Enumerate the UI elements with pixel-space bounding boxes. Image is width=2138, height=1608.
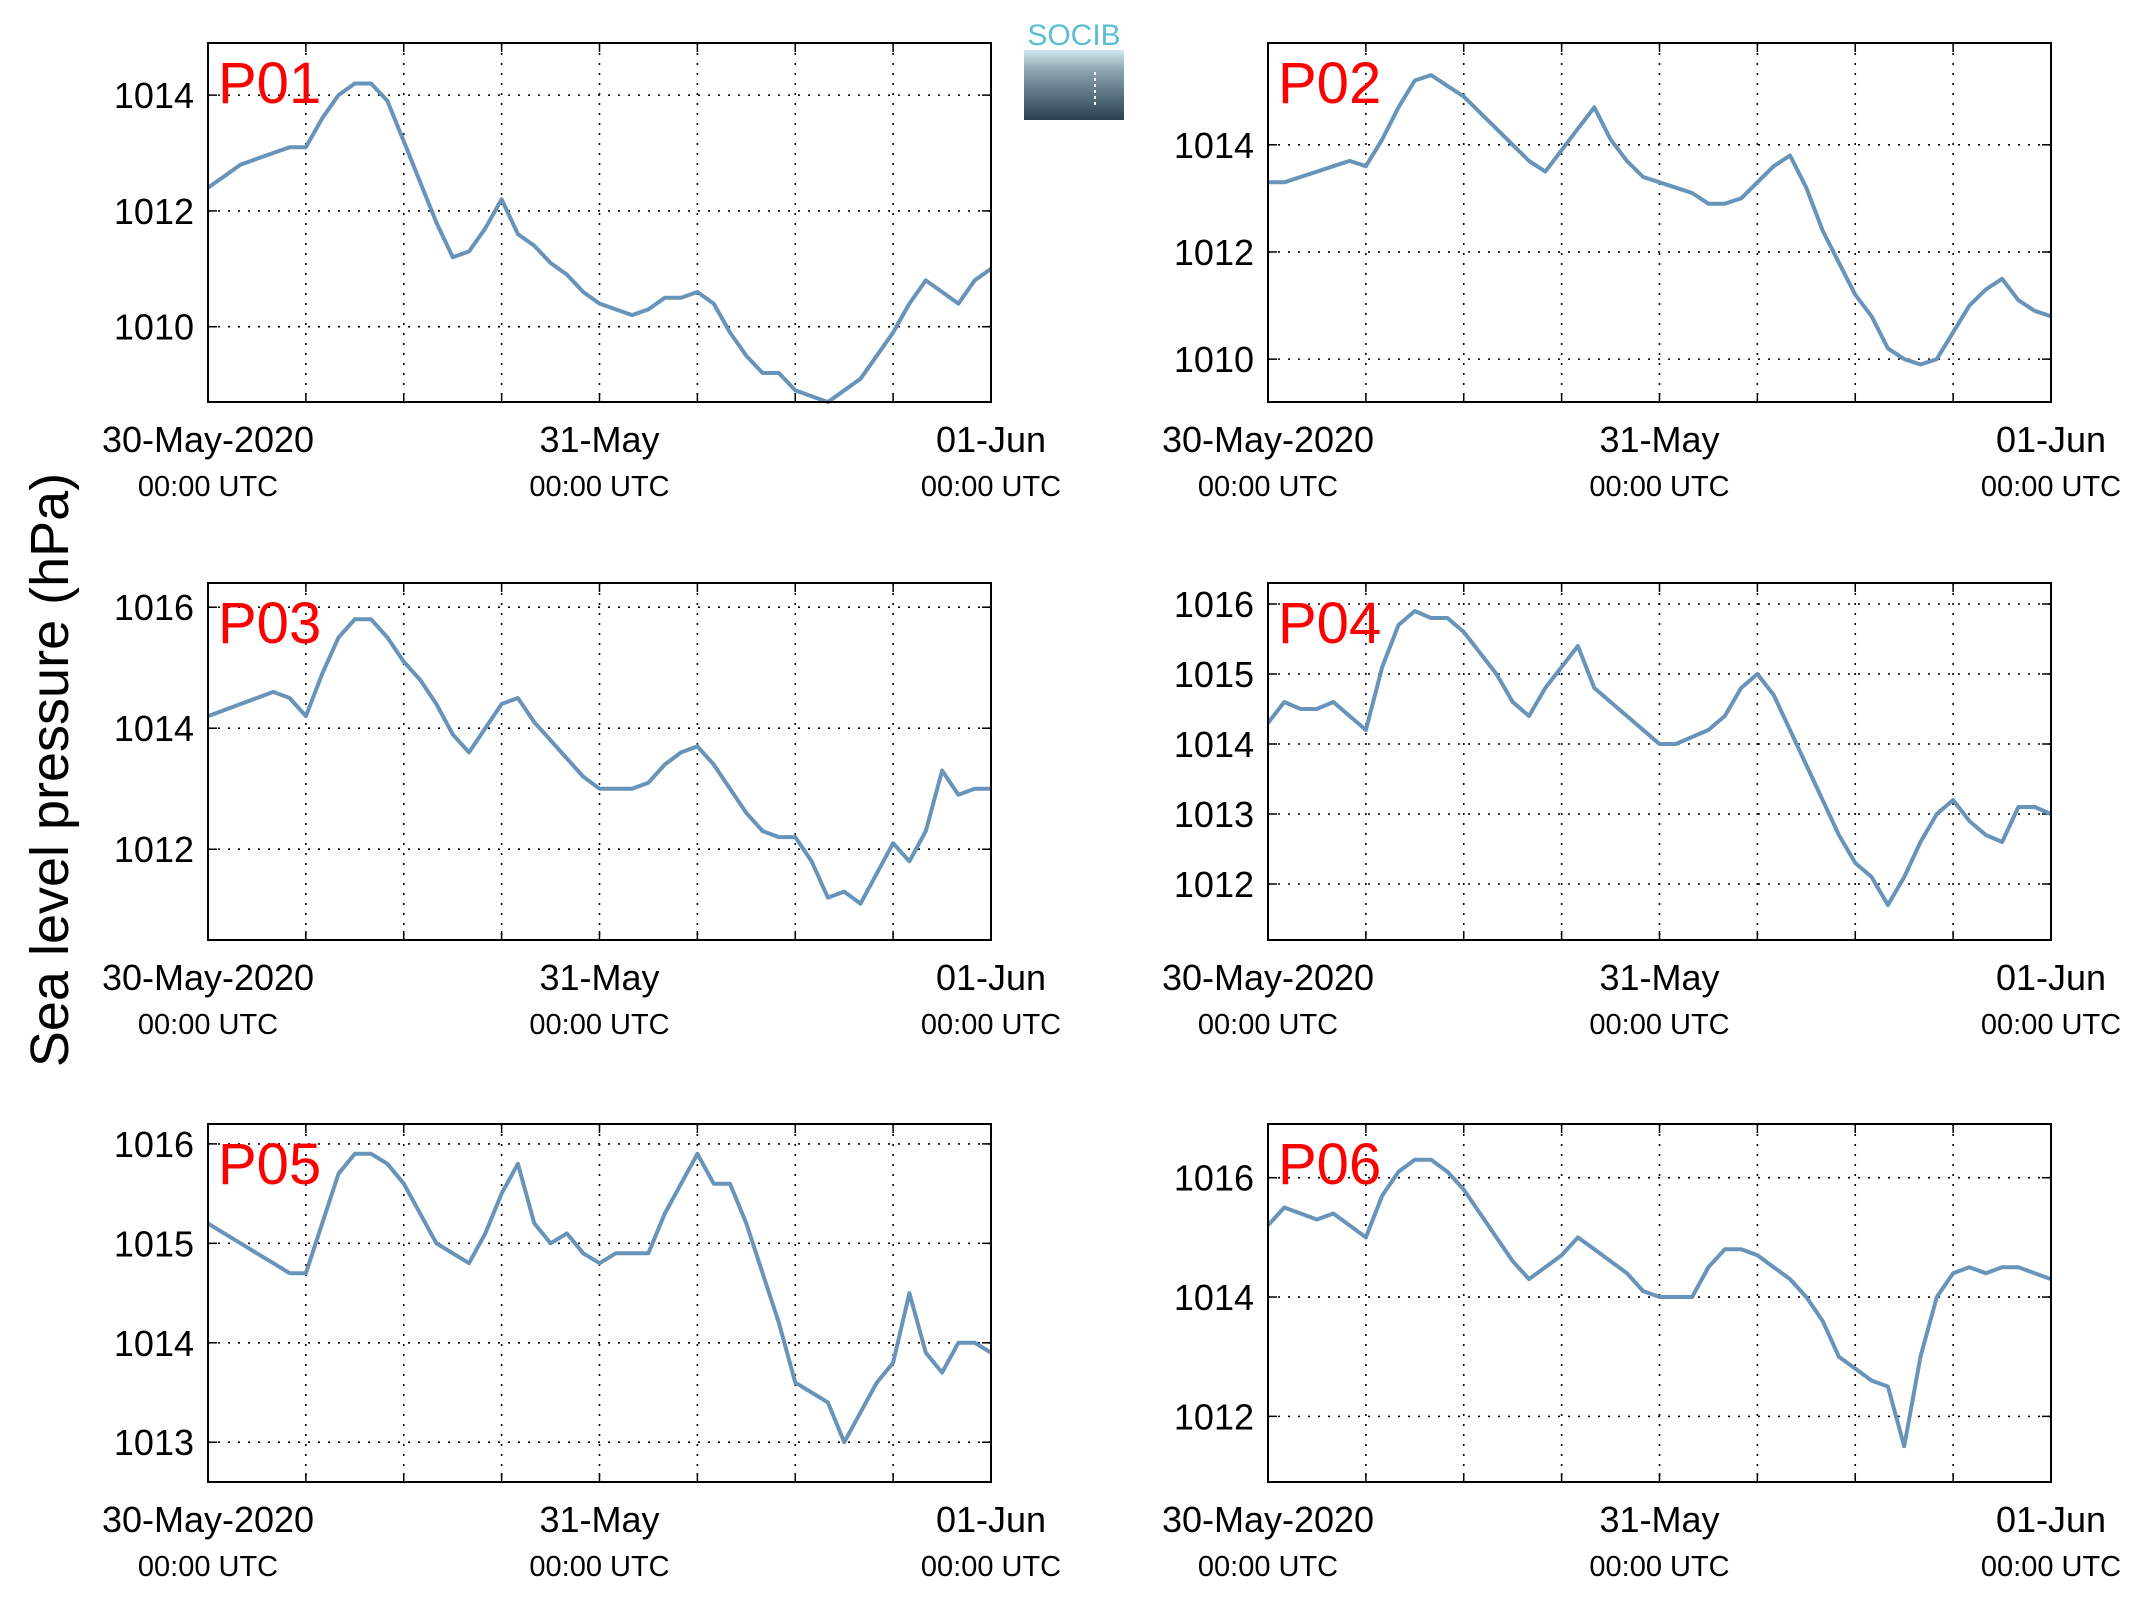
x-tick-label-date: 30-May-2020 bbox=[102, 957, 314, 998]
pressure-series-line bbox=[1266, 1157, 2052, 1449]
x-tick-label-time: 00:00 UTC bbox=[1981, 1009, 2121, 1041]
x-tick-label-time: 00:00 UTC bbox=[138, 1009, 278, 1041]
pressure-series-line bbox=[1268, 73, 2052, 367]
x-tick-label-date: 31-May bbox=[539, 957, 659, 998]
x-tick-label-time: 00:00 UTC bbox=[1198, 1551, 1338, 1583]
y-tick-label: 1014 bbox=[114, 75, 194, 116]
y-tick-label: 1012 bbox=[1174, 232, 1254, 273]
y-tick-label: 1015 bbox=[114, 1223, 194, 1264]
y-tick-label: 1016 bbox=[1174, 1158, 1254, 1199]
panels: 1010 1012 1014 30-May-2020 00:00 UTC 31-May 00… bbox=[102, 42, 2121, 1583]
chart-panel-p03: 1012 1014 1016 30-May-2020 00:00 UTC 31-May 00… bbox=[102, 582, 1061, 1041]
y-tick-label: 1014 bbox=[114, 708, 194, 749]
x-tick-label-time: 00:00 UTC bbox=[1589, 1551, 1729, 1583]
panel-label: P03 bbox=[218, 591, 321, 656]
plot-frame bbox=[207, 582, 992, 941]
x-tick-label-time: 00:00 UTC bbox=[921, 471, 1061, 503]
y-tick-label: 1012 bbox=[1174, 1396, 1254, 1437]
y-tick-label: 1012 bbox=[114, 829, 194, 870]
y-tick-label: 1012 bbox=[114, 191, 194, 232]
x-tick-label-date: 01-Jun bbox=[936, 957, 1046, 998]
plot-frame bbox=[1267, 1123, 2052, 1483]
x-tick-label-time: 00:00 UTC bbox=[529, 1551, 669, 1583]
x-tick-label-date: 01-Jun bbox=[1996, 419, 2106, 460]
x-tick-label-date: 31-May bbox=[539, 419, 659, 460]
x-tick-label-time: 00:00 UTC bbox=[529, 471, 669, 503]
x-tick-label-time: 00:00 UTC bbox=[1589, 471, 1729, 503]
x-tick-label-date: 30-May-2020 bbox=[1162, 419, 1374, 460]
x-tick-label-date: 31-May bbox=[539, 1499, 659, 1540]
pressure-series-line bbox=[1266, 609, 2052, 907]
x-tick-label-date: 30-May-2020 bbox=[1162, 1499, 1374, 1540]
plot-frame bbox=[1267, 42, 2052, 403]
chart-panel-p01: 1010 1012 1014 30-May-2020 00:00 UTC 31-May 00… bbox=[102, 42, 1061, 503]
x-tick-label-date: 01-Jun bbox=[936, 419, 1046, 460]
plot-frame bbox=[1267, 582, 2052, 941]
x-tick-label-time: 00:00 UTC bbox=[1198, 1009, 1338, 1041]
panel-label: P05 bbox=[218, 1132, 321, 1197]
pressure-series-line bbox=[207, 617, 991, 906]
socib-logo-text: SOCIB bbox=[1027, 19, 1120, 52]
x-tick-label-date: 30-May-2020 bbox=[102, 419, 314, 460]
x-tick-label-date: 31-May bbox=[1599, 1499, 1719, 1540]
x-tick-label-date: 01-Jun bbox=[936, 1499, 1046, 1540]
x-tick-label-time: 00:00 UTC bbox=[138, 1551, 278, 1583]
panel-label: P02 bbox=[1278, 51, 1381, 116]
y-tick-label: 1014 bbox=[1174, 1277, 1254, 1318]
panel-label: P01 bbox=[218, 51, 321, 116]
x-tick-label-date: 30-May-2020 bbox=[1162, 957, 1374, 998]
plot-frame bbox=[207, 42, 992, 403]
x-tick-label-time: 00:00 UTC bbox=[921, 1551, 1061, 1583]
x-tick-label-date: 31-May bbox=[1599, 419, 1719, 460]
x-tick-label-time: 00:00 UTC bbox=[921, 1009, 1061, 1041]
y-tick-label: 1015 bbox=[1174, 654, 1254, 695]
pressure-series-line bbox=[206, 81, 993, 404]
chart-panel-p02: 1010 1012 1014 30-May-2020 00:00 UTC 31-May 00… bbox=[1162, 42, 2121, 503]
x-tick-label-date: 30-May-2020 bbox=[102, 1499, 314, 1540]
plot-frame bbox=[207, 1123, 992, 1483]
y-tick-label: 1014 bbox=[1174, 724, 1254, 765]
y-tick-label: 1016 bbox=[114, 1124, 194, 1165]
x-tick-label-time: 00:00 UTC bbox=[529, 1009, 669, 1041]
x-tick-label-date: 31-May bbox=[1599, 957, 1719, 998]
y-tick-label: 1012 bbox=[1174, 864, 1254, 905]
chart-panel-p06: 1012 1014 1016 30-May-2020 00:00 UTC 31-May 00… bbox=[1162, 1123, 2121, 1583]
panel-label: P04 bbox=[1278, 591, 1381, 656]
x-tick-label-time: 00:00 UTC bbox=[1589, 1009, 1729, 1041]
socib-logo: SOCIB bbox=[1024, 19, 1124, 120]
x-tick-label-date: 01-Jun bbox=[1996, 957, 2106, 998]
x-tick-label-time: 00:00 UTC bbox=[1981, 471, 2121, 503]
panel-label: P06 bbox=[1278, 1132, 1381, 1197]
y-tick-label: 1010 bbox=[1174, 339, 1254, 380]
x-tick-label-time: 00:00 UTC bbox=[138, 471, 278, 503]
y-tick-label: 1013 bbox=[1174, 794, 1254, 835]
x-tick-label-time: 00:00 UTC bbox=[1198, 471, 1338, 503]
y-tick-label: 1014 bbox=[1174, 125, 1254, 166]
y-tick-label: 1014 bbox=[114, 1323, 194, 1364]
x-tick-label-time: 00:00 UTC bbox=[1981, 1551, 2121, 1583]
y-tick-label: 1013 bbox=[114, 1422, 194, 1463]
socib-logo-emblem bbox=[1024, 50, 1124, 120]
y-tick-label: 1016 bbox=[114, 587, 194, 628]
y-tick-label: 1010 bbox=[114, 307, 194, 348]
y-axis-label: Sea level pressure (hPa) bbox=[20, 473, 80, 1067]
chart-panel-p04: 1012 1013 1014 1015 1016 30-May-2020 00:00 UTC… bbox=[1162, 582, 2121, 1041]
y-tick-label: 1016 bbox=[1174, 584, 1254, 625]
x-tick-label-date: 01-Jun bbox=[1996, 1499, 2106, 1540]
chart-panel-p05: 1013 1014 1015 1016 30-May-2020 00:00 UTC 31-M… bbox=[102, 1123, 1061, 1583]
pressure-series-line bbox=[206, 1151, 993, 1445]
